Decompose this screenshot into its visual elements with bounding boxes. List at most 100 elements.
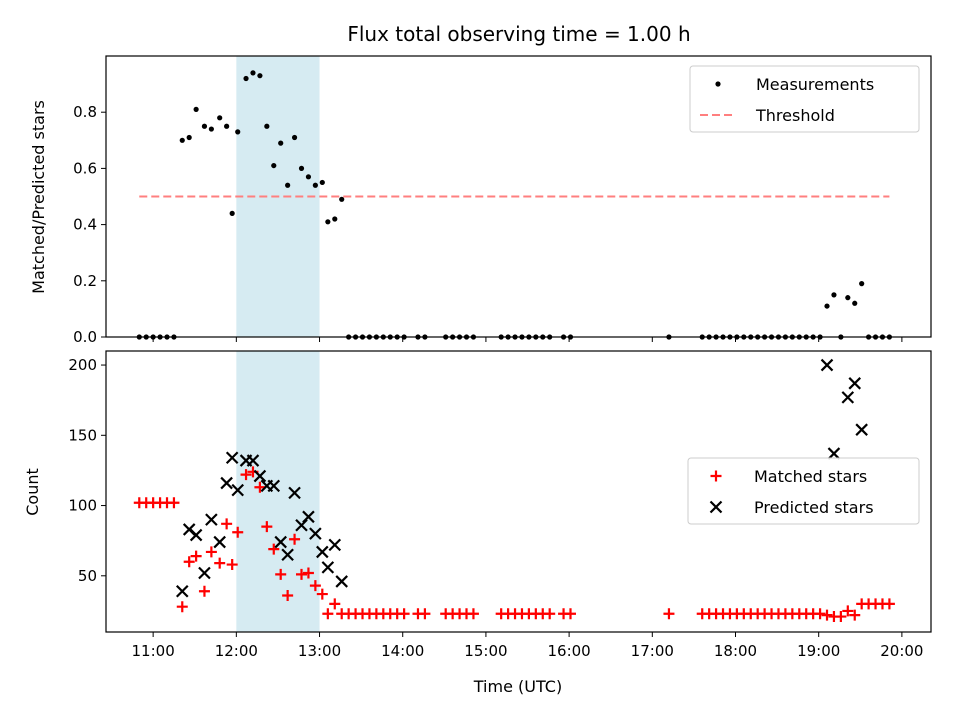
bottom-series-1-point	[288, 486, 301, 500]
bottom-series-0-point	[214, 557, 226, 569]
bottom-series-0-point	[289, 533, 301, 545]
bottom-series-0-point	[322, 608, 334, 620]
bottom-series-0-point	[302, 567, 314, 579]
bottom-series-1-point	[189, 528, 203, 542]
top-series-0-point	[859, 281, 865, 287]
top-series-0-point	[278, 140, 284, 146]
bottom-axes-frame	[105, 350, 932, 633]
bottom-series-1-point	[328, 538, 342, 552]
bottom-ytick-label: 150	[68, 426, 97, 444]
bottom-series-0-point	[205, 546, 217, 558]
top-series-0-point	[229, 210, 235, 216]
bottom-series-1-point	[309, 527, 322, 540]
bottom-xtick-label: 18:00	[714, 642, 757, 660]
bottom-series-0-point	[849, 609, 861, 621]
bottom-series-0-point	[835, 611, 847, 623]
bottom-series-1-point	[281, 548, 294, 562]
bottom-xtick-label: 16:00	[547, 642, 590, 660]
bottom-series-0-point	[198, 585, 210, 597]
bottom-series-0-point	[814, 608, 826, 620]
bottom-xtick-label: 20:00	[880, 642, 923, 660]
bottom-series-0-point	[309, 580, 321, 592]
top-series-0-point	[271, 162, 277, 169]
bottom-series-1-point	[274, 535, 287, 549]
bottom-series-1-point	[198, 566, 211, 580]
bottom-series-0-point	[564, 608, 576, 620]
bottom-series-1-point	[231, 483, 245, 497]
bottom-series-0-point	[221, 518, 233, 530]
bottom-series-0-point	[275, 568, 287, 580]
bottom-series-1-point	[253, 469, 267, 483]
bottom-series-0-point	[467, 608, 479, 620]
bottom-series-1-point	[213, 535, 226, 549]
top-series-0-point	[305, 174, 312, 180]
top-series-0-point	[257, 73, 263, 79]
top-series-0-point	[179, 137, 185, 143]
bottom-series-0-point	[296, 568, 308, 580]
bottom-series-0-point	[316, 588, 328, 600]
bottom-series-1-point	[205, 513, 218, 526]
top-series-0-point	[298, 165, 305, 171]
bottom-legend: Matched stars Predicted stars	[687, 457, 920, 525]
bottom-xtick-label: 11:00	[132, 642, 175, 660]
top-ytick-label: 0.6	[73, 159, 97, 177]
bottom-xtick-label: 19:00	[797, 642, 840, 660]
bottom-series-1-point	[820, 358, 834, 372]
top-series-0-point	[201, 123, 208, 129]
top-series-0-point	[217, 115, 223, 121]
top-series-0-point	[332, 216, 338, 222]
bottom-xtick-label: 17:00	[631, 642, 674, 660]
bottom-series-1-point	[267, 479, 281, 493]
top-series-0-point	[312, 182, 318, 188]
bottom-series-0-point	[183, 556, 195, 568]
bottom-series-1-point	[321, 561, 335, 574]
bottom-series-1-point	[220, 476, 233, 490]
bottom-series-0-point	[821, 609, 833, 621]
bottom-series-0-point	[168, 497, 180, 509]
bottom-series-1-point	[848, 377, 862, 390]
top-ytick-label: 0.4	[73, 216, 97, 234]
bottom-ytick-label: 50	[78, 567, 97, 585]
bottom-series-1-point	[335, 575, 348, 588]
x-axis-label: Time (UTC)	[473, 677, 562, 696]
top-series-0-point	[264, 123, 270, 129]
bottom-series-0-point	[663, 608, 675, 620]
top-panel-ylabel: Matched/Predicted stars	[29, 100, 48, 294]
bottom-series-0-point	[268, 543, 280, 555]
top-series-0-point	[319, 179, 325, 186]
chart-title: Flux total observing time = 1.00 h	[347, 22, 690, 46]
bottom-panel-ylabel: Count	[23, 468, 42, 516]
top-legend-swatch	[715, 81, 721, 87]
top-ytick-label: 0.0	[73, 328, 97, 346]
bottom-legend-box	[687, 457, 920, 525]
top-series-0-point	[831, 292, 837, 298]
top-series-0-point	[235, 129, 241, 135]
top-series-0-point	[845, 295, 851, 301]
top-series-0-point	[193, 106, 199, 112]
top-series-0-point	[285, 182, 291, 188]
bottom-series-0-point	[419, 608, 431, 620]
bottom-series-0-point	[176, 601, 188, 613]
bottom-series-1-point	[302, 510, 315, 524]
top-series-0-point	[243, 75, 249, 82]
top-axes-frame	[105, 55, 932, 338]
bottom-legend-label: Matched stars	[754, 467, 867, 486]
bottom-series-0-point	[398, 608, 410, 620]
bottom-series-0-point	[226, 559, 238, 571]
bottom-series-1-point	[827, 447, 841, 460]
bottom-ytick-label: 200	[68, 356, 97, 374]
top-series-0-point	[224, 123, 230, 129]
top-ytick-label: 0.2	[73, 272, 97, 290]
top-series-0-point	[250, 70, 256, 76]
top-ytick-label: 0.8	[73, 103, 97, 121]
top-panel: 0.0 0.2 0.4 0.6 0.8 Measurements Threshold	[73, 55, 932, 346]
bottom-xtick-label: 15:00	[464, 642, 507, 660]
bottom-xtick-label: 14:00	[381, 642, 424, 660]
top-series-0-point	[824, 303, 830, 309]
top-series-0-point	[339, 196, 345, 202]
bottom-series-0-point	[883, 598, 895, 610]
bottom-series-0-point	[282, 589, 294, 601]
bottom-series-1-point	[225, 451, 239, 465]
bottom-series-1-point	[175, 584, 189, 598]
